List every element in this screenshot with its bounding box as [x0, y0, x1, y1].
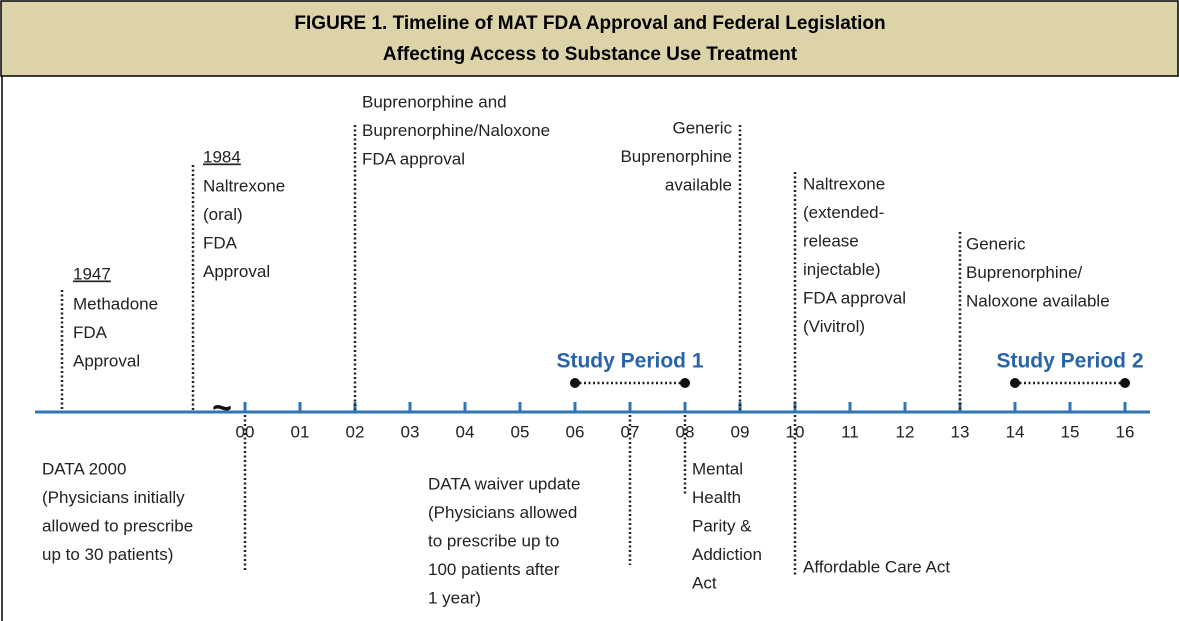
event-text: FDA approval — [803, 288, 906, 307]
event-text: allowed to prescribe — [42, 516, 193, 535]
tick-label: 05 — [511, 422, 530, 441]
event-text: 1 year) — [428, 588, 481, 607]
event-text: up to 30 patients) — [42, 545, 173, 564]
event-text: (Physicians allowed — [428, 503, 577, 522]
event-text: Approval — [203, 262, 270, 281]
event-text: to prescribe up to — [428, 531, 559, 550]
event-text: FDA — [203, 233, 238, 252]
study-period-label: Study Period 2 — [996, 350, 1143, 373]
event-text: Naltrexone — [803, 174, 885, 193]
tick-label: 15 — [1061, 422, 1080, 441]
event-text: Addiction — [692, 545, 762, 564]
event-text: DATA 2000 — [42, 459, 126, 478]
tick-label: 06 — [566, 422, 585, 441]
tick-label: 10 — [786, 422, 805, 441]
study-period-end — [1120, 378, 1130, 388]
tick-label: 07 — [621, 422, 640, 441]
event-text: (extended- — [803, 203, 884, 222]
event-text: injectable) — [803, 260, 881, 279]
tick-label: 04 — [456, 422, 475, 441]
event-year: 1947 — [73, 264, 111, 283]
event-text: Generic — [672, 118, 732, 137]
event-text: DATA waiver update — [428, 474, 580, 493]
event-text: Buprenorphine/ — [966, 263, 1083, 282]
tick-label: 12 — [896, 422, 915, 441]
event-text: Buprenorphine — [620, 147, 732, 166]
event-text: FDA — [73, 323, 108, 342]
header-band — [0, 0, 1179, 77]
event-text: Methadone — [73, 294, 158, 313]
study-period-end — [570, 378, 580, 388]
tick-label: 14 — [1006, 422, 1025, 441]
title-line: Affecting Access to Substance Use Treatm… — [383, 44, 798, 65]
event-text: Mental — [692, 459, 743, 478]
event-text: (Physicians initially — [42, 488, 185, 507]
study-period-end — [1010, 378, 1020, 388]
tick-label: 16 — [1116, 422, 1135, 441]
event-text: Generic — [966, 234, 1026, 253]
event-text: Buprenorphine/Naloxone — [362, 121, 550, 140]
tick-label: 01 — [291, 422, 310, 441]
event-text: Naloxone available — [966, 291, 1110, 310]
event-text: available — [665, 175, 732, 194]
study-period-label: Study Period 1 — [556, 350, 703, 373]
event-text: Affordable Care Act — [803, 557, 950, 576]
title-line: FIGURE 1. Timeline of MAT FDA Approval a… — [294, 13, 885, 34]
tick-label: 08 — [676, 422, 695, 441]
tick-label: 03 — [401, 422, 420, 441]
event-text: 100 patients after — [428, 560, 560, 579]
tick-label: 13 — [951, 422, 970, 441]
event-year: 1984 — [203, 147, 241, 166]
tick-label: 02 — [346, 422, 365, 441]
event-text: Act — [692, 573, 717, 592]
event-text: Health — [692, 488, 741, 507]
event-text: release — [803, 231, 859, 250]
tick-label: 00 — [236, 422, 255, 441]
event-text: Parity & — [692, 516, 752, 535]
tick-label: 11 — [841, 422, 859, 441]
event-text: Naltrexone — [203, 176, 285, 195]
event-text: Approval — [73, 351, 140, 370]
axis-break: ~ — [212, 389, 232, 427]
study-period-end — [680, 378, 690, 388]
event-text: (Vivitrol) — [803, 317, 865, 336]
event-text: FDA approval — [362, 149, 465, 168]
event-text: (oral) — [203, 205, 243, 224]
event-text: Buprenorphine and — [362, 92, 507, 111]
tick-label: 09 — [731, 422, 750, 441]
